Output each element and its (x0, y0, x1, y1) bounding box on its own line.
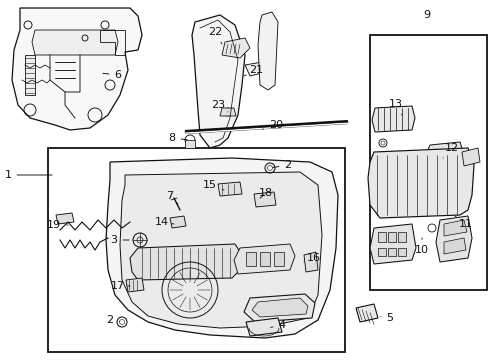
Text: 7: 7 (166, 191, 178, 204)
Polygon shape (222, 38, 249, 58)
Text: 6: 6 (102, 70, 121, 80)
Bar (369, 35, 486, 290)
Polygon shape (56, 213, 74, 224)
Polygon shape (220, 108, 236, 116)
Polygon shape (25, 55, 35, 95)
Bar (387, 232, 395, 242)
Polygon shape (120, 172, 321, 328)
Polygon shape (244, 294, 314, 322)
Polygon shape (245, 318, 282, 336)
Polygon shape (12, 8, 142, 130)
Polygon shape (423, 142, 463, 170)
Text: 4: 4 (270, 320, 285, 330)
Text: 15: 15 (203, 180, 224, 190)
Text: 17: 17 (111, 281, 130, 291)
Polygon shape (253, 192, 275, 207)
Polygon shape (367, 148, 473, 218)
Text: 11: 11 (454, 216, 472, 229)
Text: 20: 20 (262, 120, 283, 130)
Polygon shape (435, 216, 471, 262)
Polygon shape (106, 158, 337, 338)
Polygon shape (184, 140, 195, 148)
Polygon shape (244, 62, 265, 76)
Text: 10: 10 (414, 238, 428, 255)
Polygon shape (371, 106, 414, 132)
Bar (48, 148, 345, 352)
Text: 2: 2 (106, 315, 119, 325)
Polygon shape (443, 238, 465, 254)
Text: 22: 22 (207, 27, 222, 44)
Bar (260, 252, 269, 266)
Bar (387, 248, 395, 256)
Bar (397, 248, 405, 256)
Polygon shape (251, 298, 307, 317)
Text: 8: 8 (168, 133, 187, 143)
Bar (377, 232, 385, 242)
Text: 18: 18 (259, 188, 272, 198)
Text: 13: 13 (388, 99, 402, 115)
Text: 21: 21 (244, 65, 263, 76)
Text: 16: 16 (304, 253, 320, 263)
Polygon shape (126, 278, 143, 292)
Bar (273, 252, 284, 266)
Text: 19: 19 (47, 220, 68, 230)
Bar (397, 232, 405, 242)
Polygon shape (443, 220, 466, 236)
Polygon shape (369, 224, 415, 264)
Bar (245, 252, 256, 266)
Polygon shape (192, 15, 244, 148)
Text: 1: 1 (4, 170, 52, 180)
Polygon shape (234, 244, 294, 274)
Polygon shape (355, 304, 377, 322)
Text: 5: 5 (380, 313, 393, 323)
Polygon shape (130, 244, 240, 280)
Text: 23: 23 (210, 100, 227, 112)
Text: 14: 14 (155, 217, 174, 227)
Text: 9: 9 (423, 10, 429, 20)
Polygon shape (304, 252, 317, 272)
Bar (377, 248, 385, 256)
Polygon shape (218, 182, 242, 196)
Polygon shape (32, 30, 118, 55)
Polygon shape (258, 12, 278, 90)
Polygon shape (170, 216, 185, 228)
Text: 2: 2 (272, 160, 291, 170)
Text: 3: 3 (110, 235, 129, 245)
Polygon shape (461, 148, 479, 166)
Text: 12: 12 (442, 143, 458, 158)
